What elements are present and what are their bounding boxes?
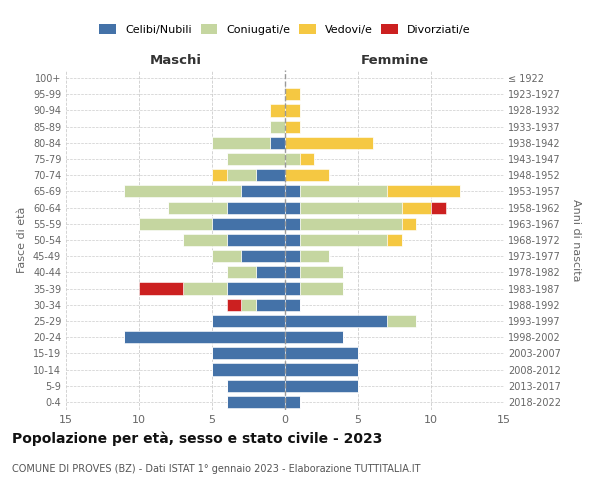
Bar xyxy=(227,380,285,392)
Bar xyxy=(285,169,329,181)
Bar xyxy=(285,250,299,262)
Bar xyxy=(212,169,227,181)
Bar xyxy=(299,250,329,262)
Bar xyxy=(387,186,460,198)
Bar xyxy=(285,186,299,198)
Bar xyxy=(241,298,256,311)
Bar xyxy=(227,234,285,246)
Bar xyxy=(241,250,285,262)
Bar xyxy=(285,202,299,213)
Bar xyxy=(271,104,285,117)
Bar xyxy=(402,202,431,213)
Bar xyxy=(285,266,299,278)
Bar xyxy=(285,120,299,132)
Bar xyxy=(227,153,285,165)
Text: Popolazione per età, sesso e stato civile - 2023: Popolazione per età, sesso e stato civil… xyxy=(12,431,382,446)
Bar xyxy=(285,234,299,246)
Bar xyxy=(285,298,299,311)
Bar xyxy=(183,234,227,246)
Bar xyxy=(285,282,299,294)
Bar xyxy=(124,331,285,343)
Y-axis label: Anni di nascita: Anni di nascita xyxy=(571,198,581,281)
Bar xyxy=(285,153,299,165)
Bar xyxy=(285,396,299,408)
Bar xyxy=(212,218,285,230)
Bar xyxy=(212,315,285,327)
Bar xyxy=(139,282,183,294)
Bar xyxy=(299,234,387,246)
Bar xyxy=(124,186,241,198)
Bar xyxy=(402,218,416,230)
Bar xyxy=(227,266,256,278)
Bar xyxy=(299,186,387,198)
Text: Femmine: Femmine xyxy=(361,54,428,67)
Text: Maschi: Maschi xyxy=(149,54,202,67)
Text: COMUNE DI PROVES (BZ) - Dati ISTAT 1° gennaio 2023 - Elaborazione TUTTITALIA.IT: COMUNE DI PROVES (BZ) - Dati ISTAT 1° ge… xyxy=(12,464,421,474)
Bar xyxy=(212,137,271,149)
Bar xyxy=(285,380,358,392)
Bar xyxy=(285,104,299,117)
Bar xyxy=(183,282,227,294)
Bar xyxy=(139,218,212,230)
Bar xyxy=(227,169,256,181)
Bar xyxy=(271,120,285,132)
Bar xyxy=(227,282,285,294)
Bar xyxy=(212,250,241,262)
Bar xyxy=(299,282,343,294)
Bar xyxy=(227,298,241,311)
Y-axis label: Fasce di età: Fasce di età xyxy=(17,207,27,273)
Bar xyxy=(285,137,373,149)
Bar xyxy=(299,266,343,278)
Bar xyxy=(271,137,285,149)
Bar xyxy=(387,234,402,246)
Bar xyxy=(299,202,402,213)
Bar xyxy=(285,331,343,343)
Bar xyxy=(256,169,285,181)
Bar xyxy=(285,348,358,360)
Bar xyxy=(285,218,299,230)
Bar xyxy=(285,364,358,376)
Legend: Celibi/Nubili, Coniugati/e, Vedovi/e, Divorziati/e: Celibi/Nubili, Coniugati/e, Vedovi/e, Di… xyxy=(97,22,473,37)
Bar xyxy=(256,266,285,278)
Bar xyxy=(299,218,402,230)
Bar xyxy=(387,315,416,327)
Bar xyxy=(285,315,387,327)
Bar xyxy=(299,153,314,165)
Bar xyxy=(285,88,299,101)
Bar xyxy=(256,298,285,311)
Bar xyxy=(431,202,446,213)
Bar xyxy=(241,186,285,198)
Bar xyxy=(227,202,285,213)
Bar xyxy=(168,202,227,213)
Bar xyxy=(227,396,285,408)
Bar xyxy=(212,364,285,376)
Bar xyxy=(212,348,285,360)
